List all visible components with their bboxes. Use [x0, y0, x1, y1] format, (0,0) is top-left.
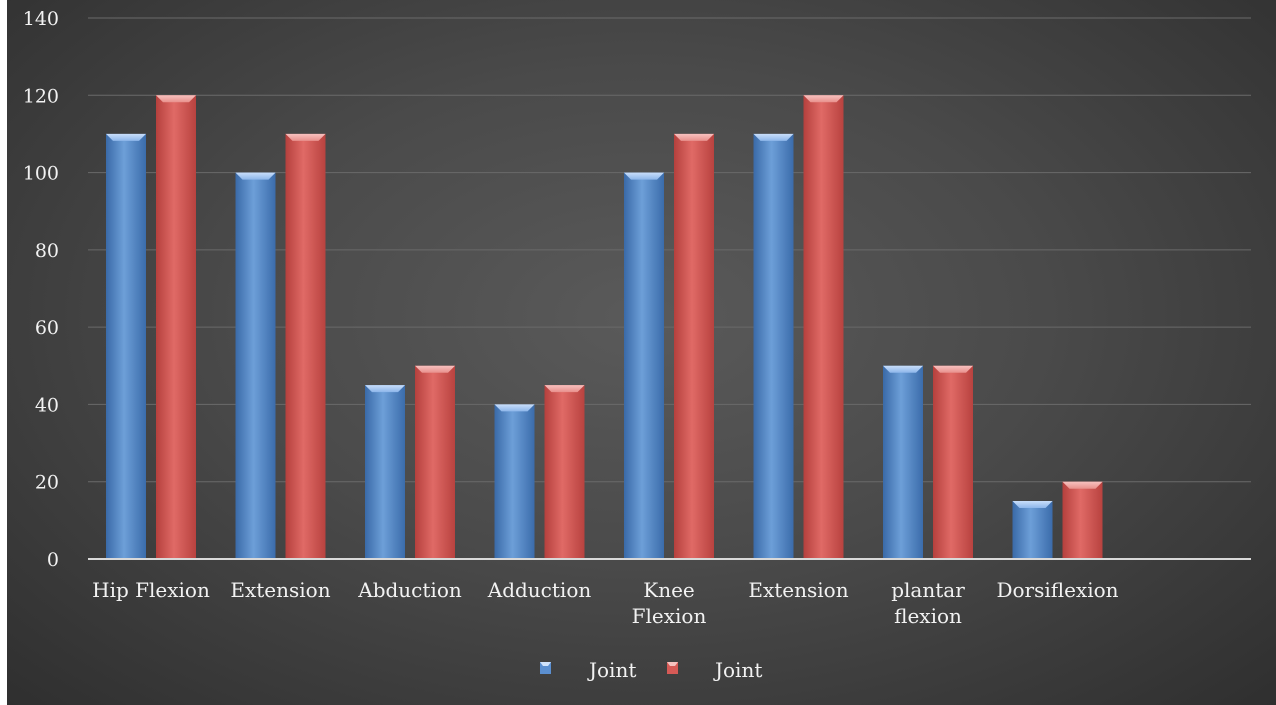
bar-body: [883, 365, 923, 559]
bar: [933, 365, 973, 559]
bar: [156, 95, 196, 560]
bar: [494, 404, 535, 559]
bar-chart: 0 20 40 60 80 100 120 140 Hip Flexion Extension A…: [23, 8, 1251, 682]
x-category-label-line: flexion: [894, 604, 962, 628]
legend-swatch-body: [540, 662, 551, 674]
legend-swatch-body: [667, 662, 678, 674]
bar-cap: [753, 133, 794, 141]
bar-body: [1062, 481, 1103, 559]
bar-cap: [803, 95, 844, 103]
y-tick-label: 140: [23, 8, 59, 30]
bar-cap: [883, 365, 923, 373]
bar-body: [365, 385, 405, 559]
legend-entry: Joint: [540, 658, 636, 682]
bar-cap: [365, 385, 405, 393]
x-category-label-line: Extension: [230, 578, 330, 602]
bar-cap: [235, 172, 276, 180]
bar: [1062, 481, 1103, 559]
y-tick-label: 0: [47, 549, 59, 571]
bar-cap: [156, 95, 196, 103]
x-category-label-line: Flexion: [632, 604, 707, 628]
y-tick-label: 80: [35, 240, 59, 262]
gridlines: [88, 17, 1251, 483]
bar-body: [415, 365, 455, 559]
x-category-label: Extension: [748, 578, 848, 602]
x-category-label: Adduction: [487, 578, 592, 602]
bar-body: [803, 95, 844, 560]
legend: Joint Joint: [540, 658, 762, 682]
bar-body: [933, 365, 973, 559]
bar-body: [624, 172, 664, 560]
bar: [415, 365, 455, 559]
legend-swatch: [540, 662, 551, 674]
x-category-label: plantar flexion: [891, 578, 965, 628]
bar: [803, 95, 844, 560]
y-axis-ticks: 0 20 40 60 80 100 120 140: [23, 8, 59, 571]
bar: [365, 385, 405, 559]
bar-body: [1012, 501, 1053, 559]
bar: [883, 365, 923, 559]
bar-cap: [544, 385, 585, 393]
bar: [753, 133, 794, 559]
chart-area: 0 20 40 60 80 100 120 140 Hip Flexion Extension A…: [7, 0, 1276, 705]
x-category-label: Knee Flexion: [632, 578, 707, 628]
bar: [235, 172, 276, 560]
bar: [544, 385, 585, 559]
bar-cap: [933, 365, 973, 373]
bar-body: [494, 404, 535, 559]
legend-swatch-cap: [540, 662, 551, 666]
x-axis-labels: Hip Flexion Extension Abduction Adduction Kn…: [92, 578, 1119, 628]
x-category-label: Dorsiflexion: [996, 578, 1118, 602]
x-category-label-line: Knee: [643, 578, 695, 602]
legend-swatch: [667, 662, 678, 674]
bar: [285, 133, 326, 559]
bar-cap: [1012, 501, 1053, 509]
y-tick-label: 120: [23, 85, 59, 107]
y-tick-label: 20: [35, 472, 59, 494]
x-category-label: Abduction: [357, 578, 462, 602]
x-category-label-line: plantar: [891, 578, 965, 602]
x-category-label-line: Extension: [748, 578, 848, 602]
x-category-label-line: Adduction: [487, 578, 592, 602]
bar-cap: [415, 365, 455, 373]
bar-cap: [624, 172, 664, 180]
y-tick-label: 60: [35, 317, 59, 339]
bar-body: [106, 133, 146, 559]
bar: [1012, 501, 1053, 559]
bar-body: [674, 133, 714, 559]
bars: [106, 95, 1103, 560]
bar-body: [235, 172, 276, 560]
legend-entry: Joint: [667, 658, 762, 682]
bar-cap: [106, 133, 146, 141]
bar-body: [544, 385, 585, 559]
x-category-label-line: Hip Flexion: [92, 578, 210, 602]
bar-cap: [285, 133, 326, 141]
legend-label: Joint: [587, 658, 636, 682]
bar: [674, 133, 714, 559]
bar: [624, 172, 664, 560]
legend-swatch-cap: [667, 662, 678, 666]
bar-body: [156, 95, 196, 560]
legend-label: Joint: [713, 658, 762, 682]
x-category-label: Hip Flexion: [92, 578, 210, 602]
x-category-label-line: Dorsiflexion: [996, 578, 1118, 602]
x-category-label: Extension: [230, 578, 330, 602]
y-tick-label: 100: [23, 163, 59, 185]
bar: [106, 133, 146, 559]
bar-cap: [494, 404, 535, 412]
y-tick-label: 40: [35, 394, 59, 416]
x-category-label-line: Abduction: [357, 578, 462, 602]
bar-cap: [1062, 481, 1103, 489]
bar-cap: [674, 133, 714, 141]
bar-body: [285, 133, 326, 559]
bar-body: [753, 133, 794, 559]
